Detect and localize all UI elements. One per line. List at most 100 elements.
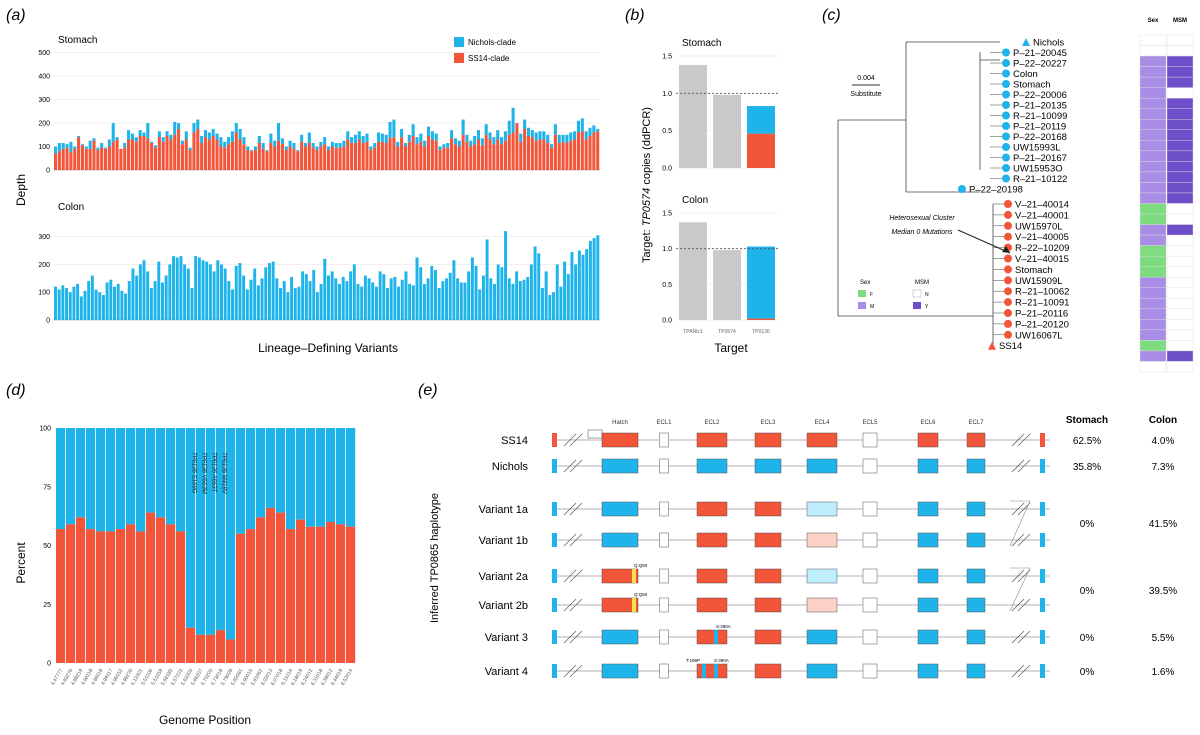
nichols-bar [461, 119, 465, 135]
terminal-block [1040, 630, 1045, 644]
ss14-bar [561, 141, 565, 170]
break-mark [569, 664, 583, 678]
nichols-bar [88, 140, 92, 149]
nichols-bar [400, 128, 404, 138]
msm-cell [1166, 266, 1194, 278]
nichols-bar [434, 133, 438, 141]
msm-cell [1166, 34, 1194, 46]
sex-cell [1139, 277, 1167, 288]
loop-block [659, 568, 669, 584]
legend-msm-y: Y [925, 304, 929, 310]
nichols-bar [234, 123, 238, 133]
ss14-bar [557, 143, 561, 170]
nichols-bar [260, 278, 264, 320]
y-tick: 300 [38, 234, 50, 241]
y-tick: 25 [43, 602, 51, 609]
y-tick: 0 [47, 661, 51, 668]
nichols-bar [197, 257, 201, 320]
tip-label: UW15909L [1015, 276, 1063, 287]
colon-value: 1.6% [1152, 667, 1175, 678]
nichols-bar [559, 286, 563, 320]
loop-block [601, 663, 639, 679]
msm-cell [1166, 329, 1194, 341]
sex-cell [1139, 203, 1167, 215]
mutation-annotation: TP0136 M418V [221, 452, 227, 495]
loop-block [917, 432, 939, 448]
ss14-bar [284, 150, 288, 170]
nichols-bar [65, 144, 69, 148]
ss14-bar [215, 139, 219, 170]
loop-block [601, 568, 639, 584]
break-mark [1017, 664, 1031, 678]
ss14-percent-bar [276, 512, 286, 663]
loop-label: ECL5 [862, 420, 878, 426]
loop-block [696, 458, 728, 474]
nichols-bar [474, 265, 478, 320]
nichols-bar [168, 264, 172, 320]
y-tick: 0 [46, 318, 50, 325]
nichols-bar [183, 264, 187, 320]
nichols-bar [565, 134, 569, 144]
msm-cell [1166, 203, 1194, 215]
loop-block [966, 532, 986, 548]
nichols-bar [194, 256, 198, 320]
ss14-bar [511, 132, 515, 170]
legend-sex-m: M [870, 304, 874, 310]
nichols-bar [576, 120, 581, 133]
ss14-bar [496, 139, 500, 170]
nichols-bar [116, 283, 120, 320]
loop-block [601, 629, 639, 645]
sex-cell [1139, 298, 1167, 310]
break-mark [569, 459, 583, 473]
ss14-bar [219, 146, 223, 170]
nichols-bar [161, 137, 165, 142]
nichols-bar [220, 264, 223, 320]
tip-point [1004, 330, 1012, 339]
ss14-bar [230, 141, 234, 170]
x-tick: TPANIc1 [683, 329, 703, 335]
nichols-percent-bar [256, 428, 266, 518]
msm-cell [1166, 76, 1194, 88]
nichols-percent-bar [166, 428, 176, 525]
ss14-bar [61, 148, 65, 170]
ss14-bar [315, 150, 319, 170]
mutation-annotations: TP0136 S168G TP0136 V663M TP0136 A663T T… [191, 452, 227, 495]
tip-label: V–21–40015 [1015, 254, 1069, 265]
msm-cell [1166, 350, 1194, 362]
tip-label: R–21–10099 [1013, 111, 1067, 122]
tip-point [1004, 254, 1012, 263]
nichols-bar [465, 134, 469, 142]
loop-block [754, 532, 782, 548]
loop-label: Hatch [612, 420, 628, 426]
ss14-bar [407, 141, 411, 170]
nichols-bar [186, 268, 190, 320]
loop-block [966, 432, 986, 448]
ss14-bar [588, 135, 592, 170]
loop-block [754, 458, 782, 474]
nichols-bar [563, 261, 567, 320]
panel-d: Percent Genome Position 100 75 50 25 0 T… [14, 426, 356, 727]
nichols-bar [271, 261, 275, 320]
nichols-bar [296, 150, 300, 152]
nichols-bar [300, 134, 304, 142]
genome-position-ticks: 4.477774.832764.882194.961184.981184.991… [50, 668, 354, 687]
sex-cell [1139, 108, 1167, 120]
loop-block [696, 597, 728, 613]
ss14-bar [223, 147, 227, 170]
nichols-bar [165, 131, 169, 136]
ss14-bar [142, 135, 146, 170]
nichols-bar [467, 271, 471, 320]
nichols-bar [315, 146, 319, 151]
colon-value: 41.5% [1149, 519, 1177, 530]
panel-e: Inferred TP0865 haplotype Stomach Colon … [429, 415, 1177, 679]
ss14-bar [288, 146, 292, 170]
nichols-bar [415, 257, 419, 320]
ss14-bar [65, 147, 69, 170]
loop-block [601, 432, 639, 448]
nichols-bar [452, 260, 456, 320]
nichols-bar [303, 143, 308, 147]
nichols-bar [196, 119, 200, 129]
nichols-bar [397, 286, 401, 320]
nichols-bar [561, 134, 565, 142]
msm-cell [1166, 319, 1194, 331]
